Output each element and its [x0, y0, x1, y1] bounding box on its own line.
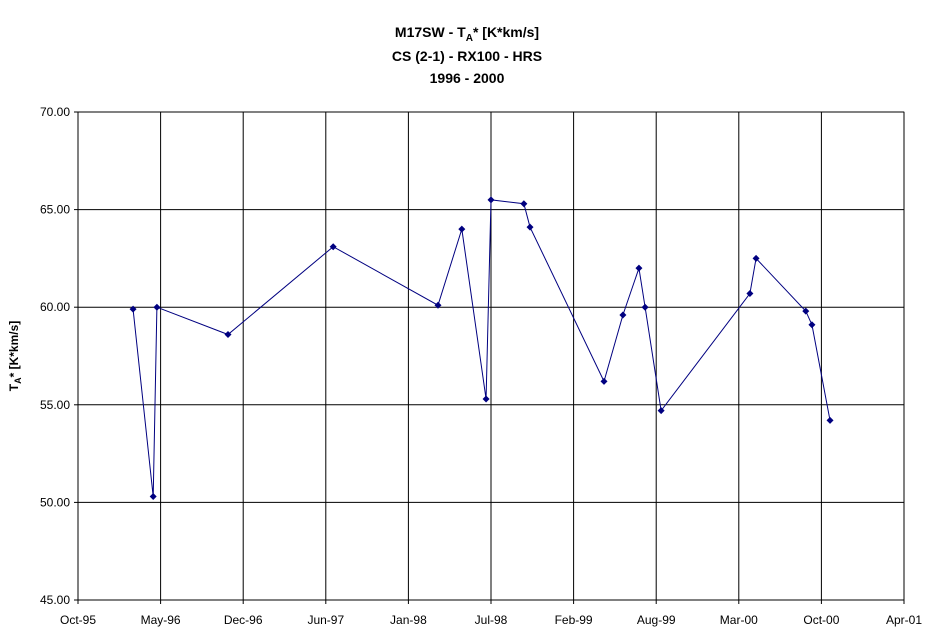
- chart-subtitle: CS (2-1) - RX100 - HRS: [392, 48, 542, 64]
- y-tick-label: 65.00: [40, 203, 70, 217]
- data-point: [657, 407, 665, 415]
- y-tick-label: 55.00: [40, 398, 70, 412]
- y-tick-label: 50.00: [40, 495, 70, 509]
- data-point: [619, 311, 627, 319]
- title-text: * [K*km/s]: [473, 24, 539, 40]
- chart-period: 1996 - 2000: [430, 70, 505, 86]
- data-point: [487, 196, 495, 204]
- data-point: [600, 377, 608, 385]
- y-label-subscript: A: [13, 377, 23, 384]
- data-point: [635, 264, 643, 272]
- data-point: [826, 416, 834, 424]
- data-point: [802, 307, 810, 315]
- x-tick-label: Mar-00: [720, 613, 758, 627]
- data-point: [129, 305, 137, 313]
- data-point: [329, 243, 337, 251]
- x-tick-label: Aug-99: [637, 613, 676, 627]
- data-point: [153, 303, 161, 311]
- x-tick-label: Oct-95: [60, 613, 96, 627]
- data-point: [808, 321, 816, 329]
- data-point: [458, 225, 466, 233]
- data-point: [482, 395, 490, 403]
- data-point: [752, 254, 760, 262]
- data-point: [746, 290, 754, 298]
- y-label-text: T: [7, 383, 21, 391]
- data-point: [149, 493, 157, 501]
- title-subscript: A: [466, 33, 473, 44]
- x-tick-label: Jul-98: [475, 613, 508, 627]
- y-tick-label: 70.00: [40, 105, 70, 119]
- y-tick-label: 60.00: [40, 300, 70, 314]
- y-axis-label: TA* [K*km/s]: [7, 321, 23, 392]
- x-tick-label: Jun-97: [307, 613, 344, 627]
- chart-title: M17SW - TA* [K*km/s]: [395, 24, 539, 44]
- data-point: [224, 331, 232, 339]
- x-tick-label: Dec-96: [224, 613, 263, 627]
- x-tick-label: Oct-00: [803, 613, 839, 627]
- x-tick-label: May-96: [141, 613, 181, 627]
- data-point: [434, 301, 442, 309]
- data-point: [526, 223, 534, 231]
- title-text: M17SW - T: [395, 24, 466, 40]
- x-tick-label: Apr-01: [886, 613, 922, 627]
- y-tick-label: 45.00: [40, 593, 70, 607]
- x-tick-label: Feb-99: [555, 613, 593, 627]
- data-point: [641, 303, 649, 311]
- y-label-text: * [K*km/s]: [7, 321, 21, 378]
- data-point: [520, 200, 528, 208]
- x-tick-label: Jan-98: [390, 613, 427, 627]
